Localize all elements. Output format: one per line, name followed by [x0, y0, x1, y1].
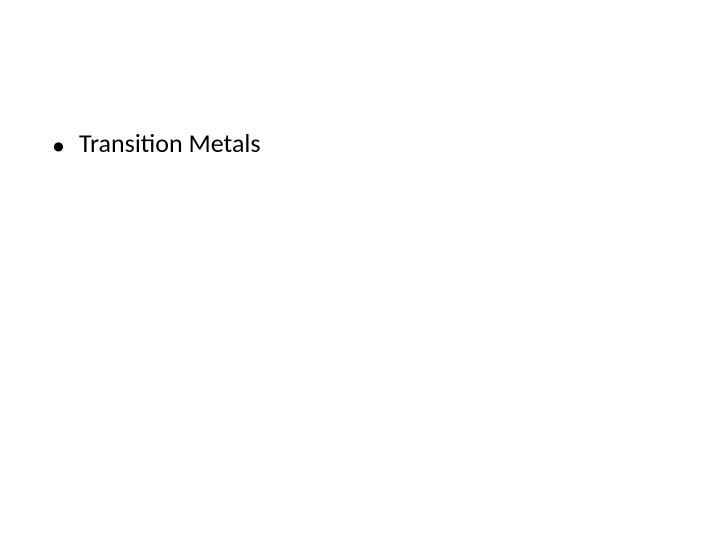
bullet-text: Transition Metals — [79, 128, 261, 159]
bullet-marker: • — [52, 130, 65, 161]
slide-content: • Transition Metals — [52, 128, 668, 161]
bullet-item: • Transition Metals — [52, 128, 668, 161]
